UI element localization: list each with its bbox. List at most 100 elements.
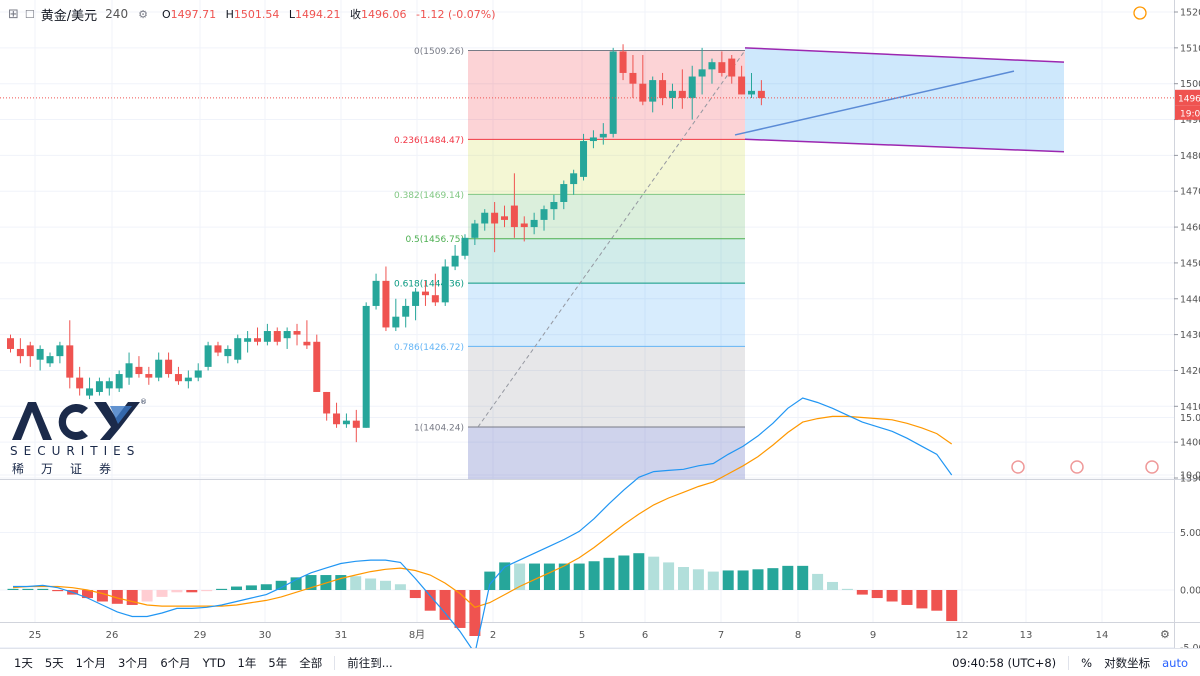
- candle-up[interactable]: [412, 291, 420, 306]
- candle-up[interactable]: [609, 51, 617, 134]
- candle-down[interactable]: [174, 374, 182, 382]
- candle-down[interactable]: [510, 205, 518, 228]
- axis-settings-icon[interactable]: ⚙: [1160, 628, 1170, 641]
- candle-up[interactable]: [372, 280, 380, 306]
- candle-down[interactable]: [421, 291, 429, 296]
- candle-up[interactable]: [748, 90, 755, 95]
- candle-up[interactable]: [125, 363, 133, 378]
- candle-up[interactable]: [283, 331, 291, 339]
- candle-up[interactable]: [540, 209, 548, 220]
- goto-button[interactable]: 前往到...: [347, 655, 393, 670]
- candle-up[interactable]: [115, 374, 123, 389]
- candle-up[interactable]: [155, 359, 163, 378]
- candle-up[interactable]: [204, 345, 212, 367]
- candle-down[interactable]: [431, 295, 439, 303]
- event-marker-icon[interactable]: [1011, 460, 1025, 474]
- expand-icon[interactable]: ⊞: [8, 6, 19, 22]
- candle-up[interactable]: [194, 370, 202, 378]
- candle-down[interactable]: [135, 366, 143, 375]
- candle-down[interactable]: [718, 62, 726, 73]
- candle-down[interactable]: [273, 331, 281, 342]
- candle-down[interactable]: [333, 413, 341, 425]
- candle-up[interactable]: [46, 356, 54, 364]
- candle-up[interactable]: [698, 69, 706, 77]
- candle-up[interactable]: [234, 338, 242, 360]
- range-ytd[interactable]: YTD: [202, 655, 226, 670]
- candle-down[interactable]: [214, 345, 222, 353]
- candle-up[interactable]: [461, 237, 469, 256]
- candle-down[interactable]: [303, 341, 311, 346]
- candle-up[interactable]: [570, 173, 578, 185]
- candle-down[interactable]: [639, 83, 647, 102]
- candle-up[interactable]: [392, 316, 400, 328]
- candle-down[interactable]: [313, 341, 321, 392]
- candle-down[interactable]: [728, 58, 736, 77]
- candle-down[interactable]: [757, 90, 765, 99]
- log-scale-toggle[interactable]: 对数坐标: [1104, 655, 1151, 670]
- candle-up[interactable]: [105, 381, 113, 389]
- settings-icon[interactable]: ⚙: [138, 7, 148, 21]
- candle-up[interactable]: [362, 305, 370, 428]
- candle-up[interactable]: [402, 305, 410, 317]
- candle-up[interactable]: [56, 345, 64, 357]
- candle-up[interactable]: [441, 266, 449, 303]
- auto-scale-toggle[interactable]: auto: [1162, 655, 1188, 670]
- candle-down[interactable]: [352, 420, 360, 428]
- candle-down[interactable]: [491, 212, 499, 224]
- candle-up[interactable]: [36, 348, 44, 360]
- candle-down[interactable]: [26, 345, 34, 357]
- event-marker-icon[interactable]: [1070, 460, 1084, 474]
- range-all[interactable]: 全部: [299, 655, 323, 670]
- candle-up[interactable]: [708, 62, 716, 70]
- alert-icon[interactable]: [1133, 6, 1147, 20]
- candle-down[interactable]: [738, 76, 746, 95]
- candle-down[interactable]: [629, 72, 637, 84]
- range-1m[interactable]: 1个月: [75, 655, 106, 670]
- event-marker-icon[interactable]: [1145, 460, 1159, 474]
- candle-down[interactable]: [382, 280, 390, 328]
- range-1y[interactable]: 1年: [237, 655, 257, 670]
- candle-down[interactable]: [76, 377, 84, 389]
- interval-label[interactable]: 240: [105, 7, 129, 21]
- candle-down[interactable]: [678, 90, 686, 99]
- candle-down[interactable]: [145, 374, 153, 378]
- candle-up[interactable]: [688, 76, 696, 99]
- candle-down[interactable]: [66, 345, 74, 378]
- candle-up[interactable]: [481, 212, 489, 224]
- range-5y[interactable]: 5年: [268, 655, 288, 670]
- candle-up[interactable]: [668, 90, 676, 99]
- candle-up[interactable]: [244, 338, 252, 342]
- candle-up[interactable]: [589, 137, 597, 142]
- percent-toggle[interactable]: %: [1081, 655, 1093, 670]
- candle-down[interactable]: [619, 51, 627, 73]
- candle-up[interactable]: [184, 377, 192, 382]
- candle-up[interactable]: [342, 420, 350, 425]
- symbol-name[interactable]: 黄金/美元: [40, 8, 98, 24]
- candle-down[interactable]: [16, 348, 24, 357]
- candle-down[interactable]: [165, 359, 173, 375]
- candle-up[interactable]: [550, 201, 558, 210]
- candle-up[interactable]: [451, 255, 459, 267]
- candle-up[interactable]: [95, 381, 103, 392]
- candle-down[interactable]: [323, 391, 331, 414]
- candle-down[interactable]: [520, 223, 528, 228]
- candle-down[interactable]: [254, 338, 261, 342]
- candle-up[interactable]: [649, 80, 657, 102]
- candle-up[interactable]: [86, 388, 94, 396]
- candle-up[interactable]: [580, 141, 588, 177]
- price-chart-svg[interactable]: 0(1509.26) 0.236(1484.47) 0.382(1469.14) 0.…: [0, 0, 1200, 648]
- range-6m[interactable]: 6个月: [160, 655, 191, 670]
- range-5d[interactable]: 5天: [44, 655, 64, 670]
- candle-down[interactable]: [501, 216, 508, 220]
- clock-readout[interactable]: 09:40:58 (UTC+8): [952, 655, 1057, 670]
- candle-down[interactable]: [7, 338, 14, 349]
- candle-down[interactable]: [293, 331, 301, 335]
- range-3m[interactable]: 3个月: [117, 655, 149, 670]
- candle-down[interactable]: [659, 80, 667, 99]
- candle-up[interactable]: [471, 223, 479, 238]
- candle-up[interactable]: [530, 219, 538, 228]
- candle-up[interactable]: [263, 331, 271, 342]
- candle-up[interactable]: [560, 184, 568, 202]
- candle-up[interactable]: [224, 348, 232, 357]
